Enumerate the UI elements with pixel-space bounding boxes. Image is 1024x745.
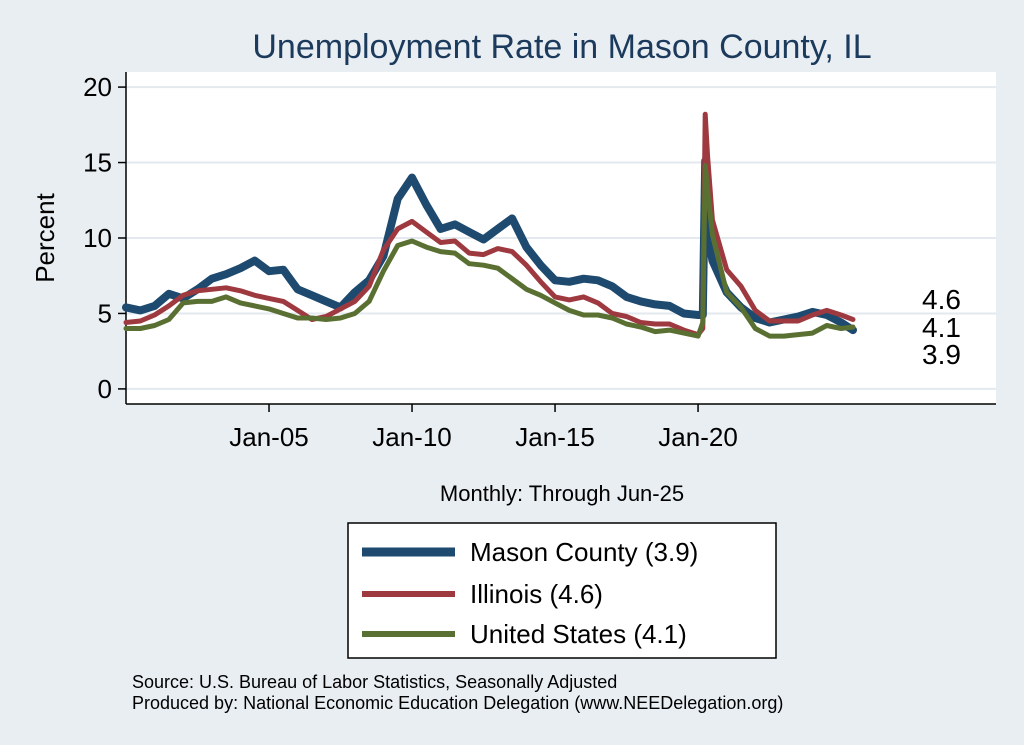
series-line-us [123, 163, 856, 339]
y-axis-title: Percent [30, 192, 60, 282]
end-label: 4.6 [922, 284, 961, 315]
source-line-1: Source: U.S. Bureau of Labor Statistics,… [132, 672, 617, 692]
chart-title: Unemployment Rate in Mason County, IL [252, 28, 871, 66]
legend: Mason County (3.9) Illinois (4.6) United S… [347, 522, 777, 659]
x-tick-label: Jan-15 [515, 422, 595, 452]
grid-lines [126, 86, 996, 390]
x-axis-subtitle: Monthly: Through Jun-25 [440, 481, 684, 506]
y-tick-label: 5 [98, 298, 112, 328]
x-tick-label: Jan-20 [658, 422, 738, 452]
x-tick-label: Jan-05 [229, 422, 309, 452]
legend-label-illinois: Illinois (4.6) [470, 579, 603, 609]
end-labels: 4.64.13.9 [922, 284, 961, 370]
source-line-2: Produced by: National Economic Education… [132, 693, 783, 713]
series-lines [122, 111, 857, 339]
x-axis: Jan-05 Jan-10 Jan-15 Jan-20 [126, 403, 996, 452]
x-tick-label: Jan-10 [372, 422, 452, 452]
end-label: 4.1 [922, 312, 961, 343]
legend-label-us: United States (4.1) [470, 619, 687, 649]
series-line-illinois [123, 111, 856, 338]
y-tick-label: 0 [98, 374, 112, 404]
end-label: 3.9 [922, 339, 961, 370]
y-tick-label: 15 [83, 148, 112, 178]
y-tick-label: 20 [83, 72, 112, 102]
legend-label-mason: Mason County (3.9) [470, 537, 698, 567]
y-tick-label: 10 [83, 223, 112, 253]
y-axis: 0 5 10 15 20 [83, 72, 127, 404]
